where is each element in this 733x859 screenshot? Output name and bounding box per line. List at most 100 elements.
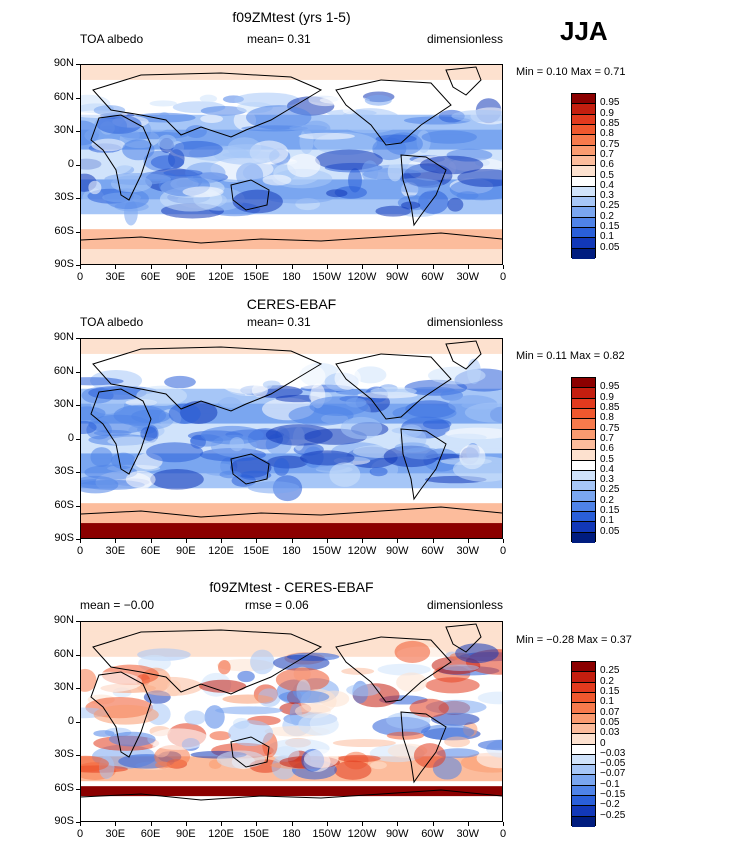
lon-tick-label: 30E [105, 828, 126, 840]
colorbar [571, 93, 596, 259]
lon-tick-label: 0 [76, 828, 84, 840]
lat-tick-label: 30S [54, 465, 74, 477]
lat-tick [76, 721, 80, 723]
albedo-field [81, 339, 502, 538]
lat-tick-label: 60S [54, 224, 74, 237]
lat-tick [76, 265, 80, 266]
lat-tick-label: 60N [53, 364, 74, 377]
coastline [81, 789, 502, 801]
colorbar [571, 661, 596, 827]
lat-tick [76, 338, 80, 339]
lon-tick-label: 150W [312, 271, 342, 283]
lon-tick-label: 150E [243, 271, 270, 283]
panel-mid-label: rmse = 0.06 [245, 598, 309, 612]
colorbar-swatch [572, 398, 595, 409]
colorbar-label: 0.25 [600, 665, 620, 677]
colorbar-label: 0.4 [600, 179, 614, 191]
panel-mid-label: mean= 0.31 [247, 32, 311, 46]
coastline [81, 232, 502, 244]
panel-units: dimensionless [426, 315, 503, 329]
colorbar-swatch [572, 692, 595, 704]
colorbar-label: 0.95 [600, 97, 620, 109]
lon-tick [467, 822, 469, 826]
colorbar-swatch [572, 450, 595, 461]
panel-mid-label: mean= 0.31 [247, 315, 311, 329]
lon-tick-label: 90E [175, 545, 196, 557]
lat-tick-label: 30S [54, 191, 74, 203]
min-max-readout: Min = 0.11 Max = 0.82 [516, 350, 625, 362]
lon-tick [221, 822, 222, 826]
colorbar-swatch [572, 145, 595, 156]
lon-tick-label: 30E [105, 545, 126, 557]
lat-tick [76, 97, 80, 99]
lon-tick [221, 265, 222, 269]
lat-tick-label: 0 [67, 157, 74, 170]
map-panel [80, 64, 503, 265]
lat-tick-label: 0 [67, 431, 74, 444]
coastline [90, 114, 152, 201]
lon-tick-label: 150W [312, 545, 342, 557]
lat-tick [76, 198, 80, 199]
lon-tick-label: 180 [282, 545, 301, 557]
coastline [81, 506, 502, 518]
lon-tick-label: 60W [421, 271, 444, 283]
colorbar-label: 0.9 [600, 107, 614, 119]
coastline [90, 388, 152, 475]
colorbar-label: 0.8 [600, 412, 614, 424]
lat-tick-label: 60N [53, 647, 74, 660]
colorbar-swatch [572, 785, 595, 797]
lon-tick [291, 822, 293, 826]
lon-tick [503, 822, 504, 826]
coastline [400, 154, 447, 227]
lat-tick-label: 30N [53, 398, 74, 410]
coastline [335, 353, 452, 420]
colorbar-label: 0.8 [600, 128, 614, 140]
colorbar-label: 0.7 [600, 432, 614, 444]
lon-tick-label: 90W [385, 271, 409, 283]
lon-tick [221, 539, 222, 543]
lon-tick-label: 0 [499, 271, 507, 283]
coastline [400, 428, 447, 501]
coastline [445, 623, 482, 653]
colorbar-label: 0.2 [600, 210, 614, 222]
lat-tick [76, 164, 80, 166]
colorbar-label: 0.2 [600, 675, 614, 687]
lat-tick-label: 90N [53, 614, 74, 626]
lon-tick [150, 265, 152, 269]
lon-tick [80, 539, 81, 543]
lon-tick-label: 0 [76, 271, 84, 283]
coastline [230, 453, 270, 485]
colorbar-label: −0.15 [600, 789, 626, 801]
colorbar-label: 0.6 [600, 443, 614, 455]
colorbar-swatch [572, 238, 595, 249]
panel-title: f09ZMtest - CERES-EBAF [209, 579, 374, 595]
lon-tick-label: 60E [140, 545, 161, 557]
colorbar-swatch [572, 491, 595, 502]
colorbar-label: 0.95 [600, 381, 620, 393]
lon-tick-label: 30W [456, 545, 480, 557]
lat-tick-label: 60N [53, 90, 74, 103]
albedo-field [81, 65, 502, 264]
colorbar-label: 0.75 [600, 138, 620, 150]
colorbar-label: 0.25 [600, 200, 620, 212]
lon-tick [326, 539, 328, 543]
lon-tick [503, 265, 504, 269]
lon-tick [432, 822, 434, 826]
lon-tick [80, 822, 81, 826]
lon-tick [185, 539, 187, 543]
lon-tick [256, 265, 258, 269]
lat-tick-label: 90S [54, 258, 74, 270]
lon-tick [397, 265, 399, 269]
colorbar-swatch [572, 94, 595, 105]
colorbar-label: −0.25 [600, 809, 626, 821]
lon-tick [291, 265, 293, 269]
colorbar-swatch [572, 522, 595, 533]
lon-tick-label: 120E [208, 828, 234, 840]
lat-tick-label: 90N [53, 331, 74, 343]
lon-tick-label: 0 [499, 828, 507, 840]
lon-tick-label: 150W [312, 828, 342, 840]
colorbar-swatch [572, 166, 595, 177]
lon-tick [256, 822, 258, 826]
lat-tick-label: 90N [53, 57, 74, 69]
lon-tick-label: 90E [175, 828, 196, 840]
